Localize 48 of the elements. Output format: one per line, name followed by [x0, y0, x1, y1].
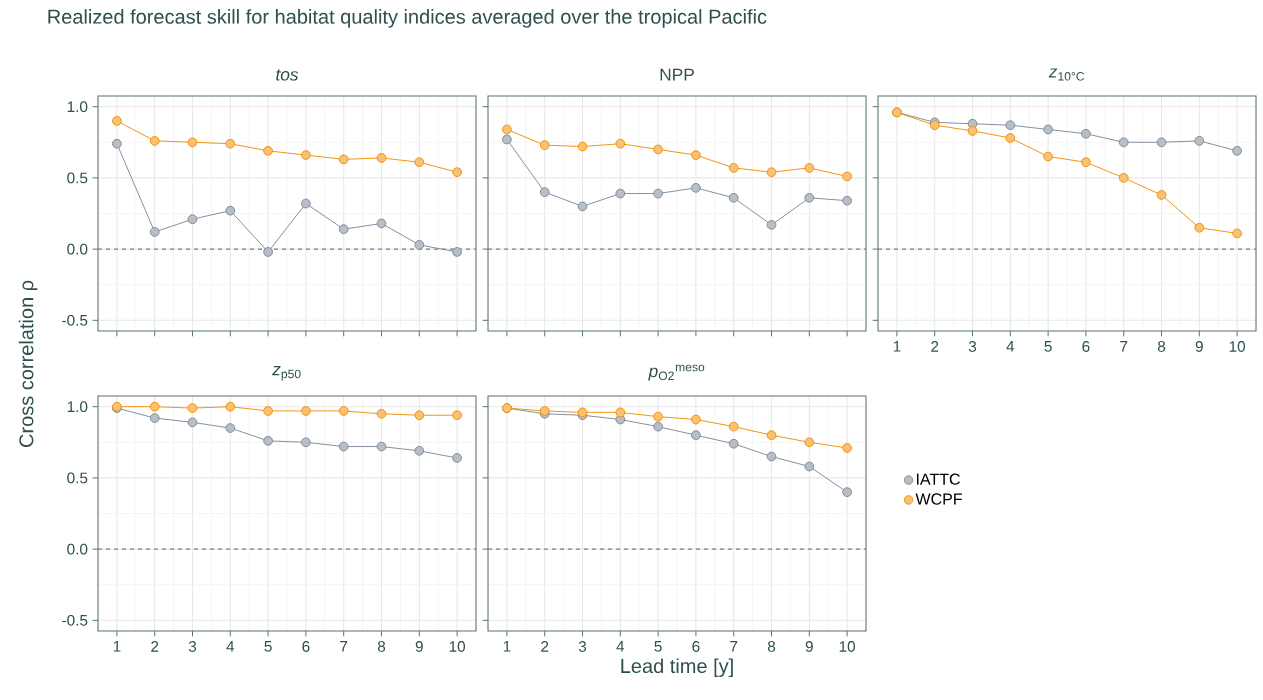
x-tick-label: 9 — [415, 641, 423, 652]
chart-title: NPP — [660, 68, 694, 81]
x-tick-label: 7 — [730, 641, 738, 652]
x-tick-label: 2 — [931, 341, 939, 352]
y-tick-label: -0.5 — [62, 314, 88, 326]
x-tick-label: 3 — [968, 341, 977, 352]
y-tick-label: 1.0 — [67, 401, 88, 413]
x-tick-label: 5 — [654, 641, 662, 652]
x-tick-label: 3 — [578, 641, 587, 652]
x-tick-label: 1 — [113, 641, 121, 652]
y-tick-label: 0.5 — [67, 472, 88, 484]
x-tick-label: 5 — [264, 641, 272, 652]
x-tick-label: 6 — [1082, 341, 1090, 352]
chart-title: z$_{p50}$ — [272, 365, 301, 381]
x-tick-label: 1 — [503, 641, 511, 652]
x-tick-label: 9 — [1195, 341, 1203, 352]
x-tick-label: 10 — [1229, 341, 1246, 352]
x-tick-label: 10 — [839, 641, 856, 652]
y-tick-label: 0.0 — [67, 543, 88, 555]
x-tick-label: 7 — [1120, 341, 1128, 352]
y-axis-title: Cross correlation ρ — [18, 280, 38, 447]
chart-title: tos — [276, 69, 299, 81]
y-tick-label: -0.5 — [62, 614, 88, 626]
x-tick-label: 8 — [377, 641, 386, 652]
text: Realized forecast skill for habitat quality indices averaged over the tropical Pacific — [48, 9, 767, 28]
chart-title: p$_{O2}$meso — [648, 364, 705, 381]
x-tick-label: 10 — [449, 641, 466, 652]
x-tick-label: 3 — [188, 641, 197, 652]
x-tick-label: 2 — [151, 641, 159, 652]
x-tick-label: 7 — [340, 641, 348, 652]
x-axis-title: Lead time [y] — [621, 658, 733, 678]
y-tick-label: 1.0 — [67, 101, 88, 113]
x-tick-label: 8 — [1157, 341, 1166, 352]
x-tick-label: 5 — [1044, 341, 1052, 352]
x-tick-label: 4 — [1006, 341, 1015, 352]
y-tick-label: 0.0 — [67, 243, 88, 255]
x-tick-label: 8 — [767, 641, 776, 652]
y-tick-label: 0.5 — [67, 172, 88, 184]
x-tick-label: 6 — [692, 641, 700, 652]
legend-label: IATTC — [916, 473, 960, 485]
x-tick-label: 1 — [893, 341, 901, 352]
x-tick-label: 4 — [616, 641, 625, 652]
x-tick-label: 9 — [805, 641, 813, 652]
legend-label: WCPF — [915, 493, 962, 505]
x-tick-label: 4 — [226, 641, 235, 652]
chart-title: z$_{10°C}$ — [1048, 68, 1085, 81]
x-tick-label: 2 — [541, 641, 549, 652]
x-tick-label: 6 — [302, 641, 310, 652]
